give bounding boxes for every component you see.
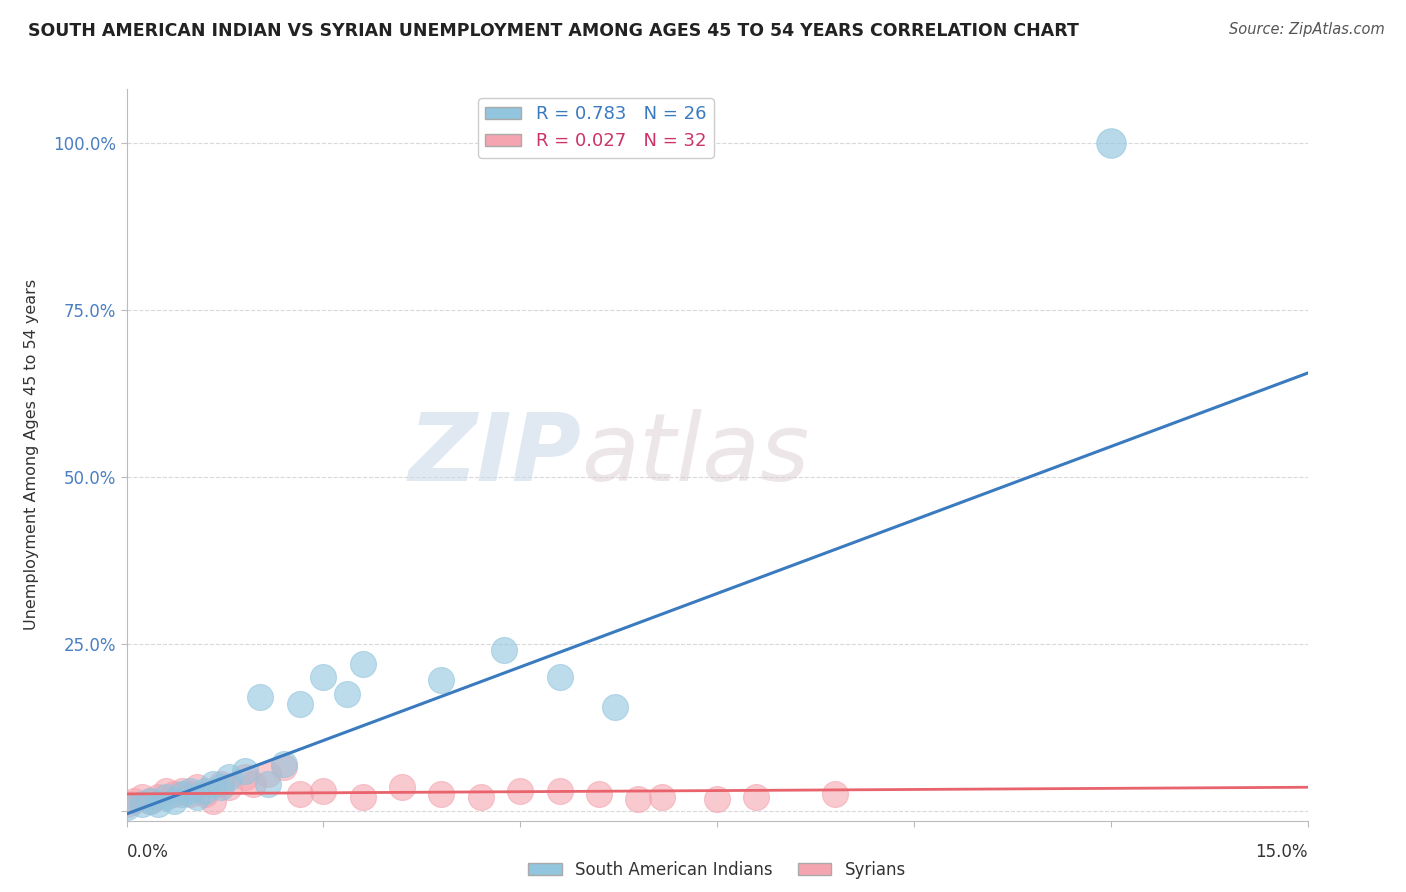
Point xyxy=(588,787,610,801)
Point xyxy=(155,790,177,805)
Point xyxy=(155,783,177,797)
Point xyxy=(124,794,146,808)
Point xyxy=(312,783,335,797)
Point xyxy=(494,643,516,657)
Legend: South American Indians, Syrians: South American Indians, Syrians xyxy=(522,855,912,886)
Point xyxy=(1099,136,1122,150)
Text: atlas: atlas xyxy=(581,409,810,500)
Point xyxy=(627,791,650,805)
Point xyxy=(209,777,232,791)
Point xyxy=(470,790,492,805)
Point xyxy=(242,777,264,791)
Point xyxy=(706,791,728,805)
Point xyxy=(115,800,138,814)
Point xyxy=(202,777,225,791)
Point xyxy=(288,697,311,711)
Point xyxy=(131,797,153,811)
Point xyxy=(233,770,256,784)
Point xyxy=(603,700,626,714)
Text: Source: ZipAtlas.com: Source: ZipAtlas.com xyxy=(1229,22,1385,37)
Point xyxy=(257,767,280,781)
Text: 0.0%: 0.0% xyxy=(127,843,169,861)
Point xyxy=(548,783,571,797)
Point xyxy=(146,797,169,811)
Point xyxy=(218,780,240,795)
Point xyxy=(131,790,153,805)
Point xyxy=(509,783,531,797)
Point xyxy=(139,794,162,808)
Point xyxy=(218,770,240,784)
Point xyxy=(163,794,186,808)
Point xyxy=(202,794,225,808)
Point xyxy=(745,790,768,805)
Point xyxy=(273,756,295,771)
Point xyxy=(179,783,201,797)
Point xyxy=(273,760,295,774)
Y-axis label: Unemployment Among Ages 45 to 54 years: Unemployment Among Ages 45 to 54 years xyxy=(24,279,39,631)
Point xyxy=(651,790,673,805)
Point xyxy=(170,787,193,801)
Point xyxy=(139,794,162,808)
Point xyxy=(312,670,335,684)
Point xyxy=(179,787,201,801)
Point xyxy=(336,687,359,701)
Point xyxy=(257,777,280,791)
Point xyxy=(170,783,193,797)
Point xyxy=(209,780,232,795)
Text: ZIP: ZIP xyxy=(408,409,581,501)
Text: 15.0%: 15.0% xyxy=(1256,843,1308,861)
Point xyxy=(194,783,217,797)
Point xyxy=(186,790,208,805)
Point xyxy=(824,787,846,801)
Point xyxy=(430,787,453,801)
Point xyxy=(233,764,256,778)
Point xyxy=(391,780,413,795)
Point xyxy=(146,790,169,805)
Point xyxy=(352,657,374,671)
Point xyxy=(288,787,311,801)
Point xyxy=(163,787,186,801)
Point xyxy=(115,797,138,811)
Point xyxy=(548,670,571,684)
Point xyxy=(186,780,208,795)
Point xyxy=(352,790,374,805)
Point xyxy=(249,690,271,704)
Point xyxy=(430,673,453,688)
Point xyxy=(194,787,217,801)
Text: SOUTH AMERICAN INDIAN VS SYRIAN UNEMPLOYMENT AMONG AGES 45 TO 54 YEARS CORRELATI: SOUTH AMERICAN INDIAN VS SYRIAN UNEMPLOY… xyxy=(28,22,1078,40)
